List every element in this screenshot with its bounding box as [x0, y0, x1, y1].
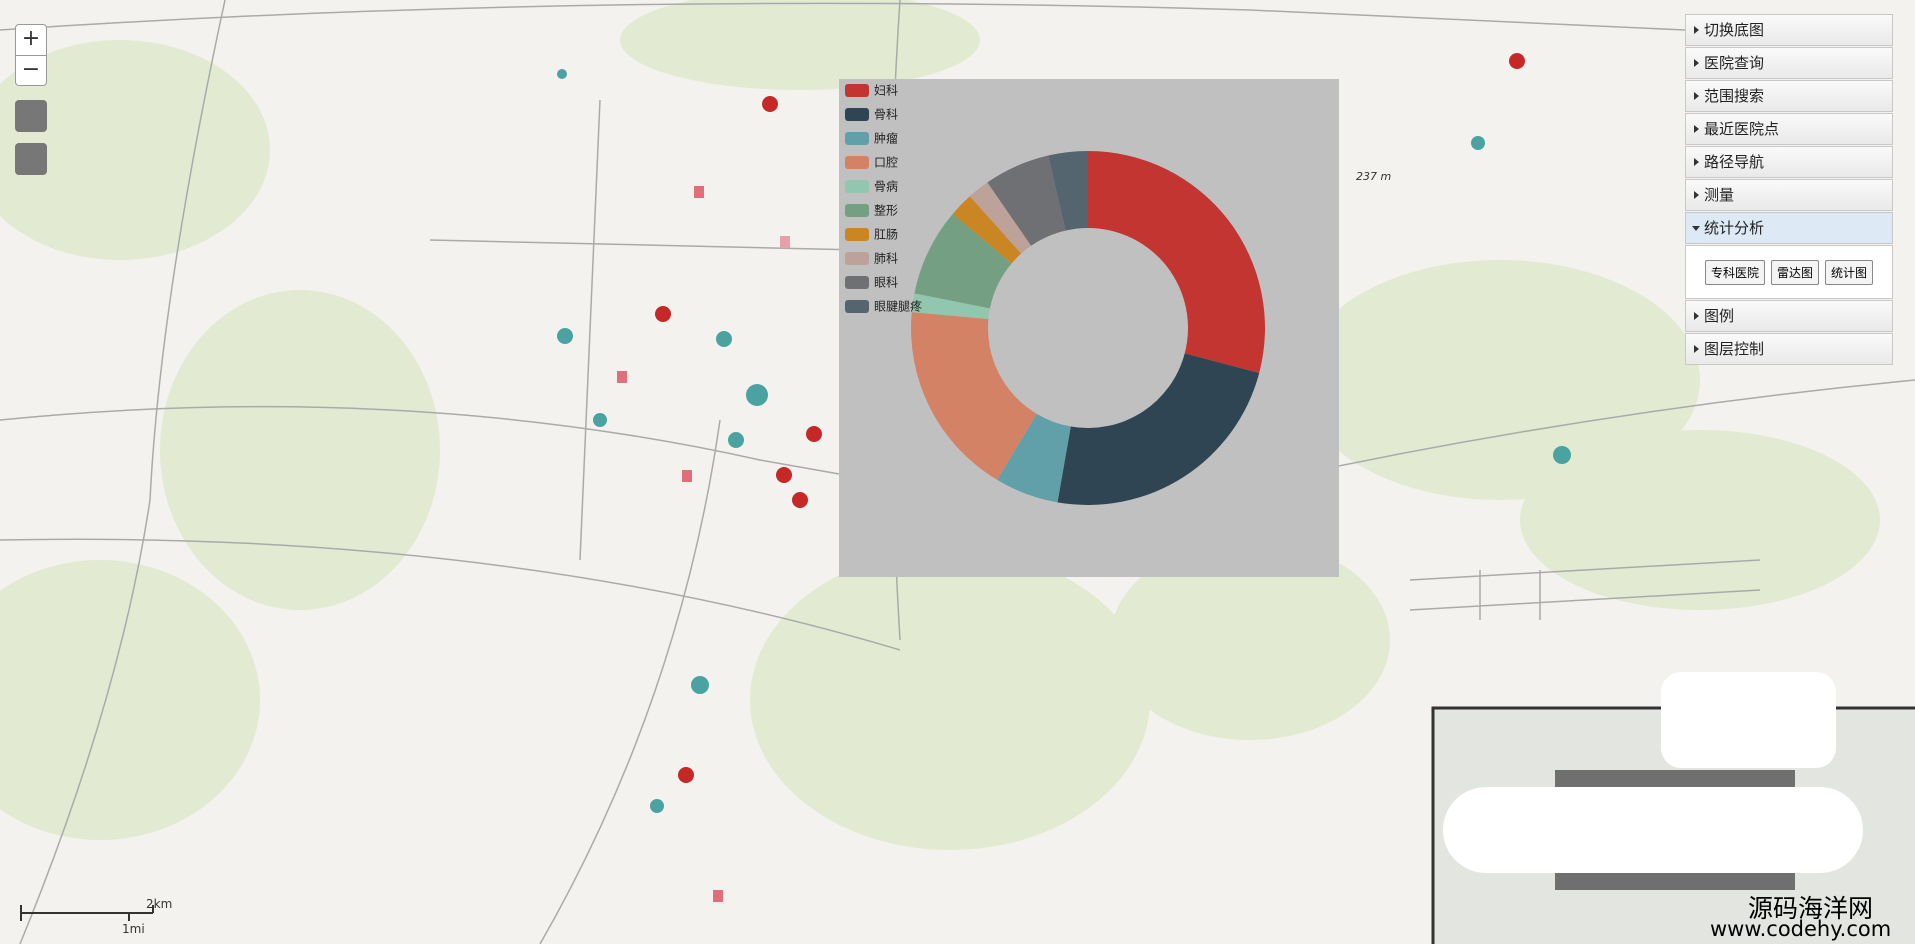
legend-swatch — [845, 276, 869, 289]
menu-item[interactable]: 测量 — [1685, 179, 1893, 211]
legend-swatch — [845, 300, 869, 313]
legend-swatch — [845, 84, 869, 97]
pie-segment — [1057, 353, 1260, 505]
menu-item[interactable]: 切换底图 — [1685, 14, 1893, 46]
pie-segment — [952, 196, 1022, 264]
legend-swatch — [845, 156, 869, 169]
pie-segment — [911, 293, 990, 320]
scale-mi: 1mi — [122, 922, 145, 936]
menu-item[interactable]: 路径导航 — [1685, 146, 1893, 178]
zoom-in[interactable]: + — [16, 25, 46, 56]
chart-button[interactable]: 统计图 — [1825, 259, 1874, 285]
scale-bar — [20, 905, 154, 921]
side-menu: 切换底图 医院查询 范围搜索 最近医院点 路径导航 测量 统计分析 专科医院 雷达图 统计图 图例图… — [1685, 14, 1893, 366]
menu-item[interactable]: 最近医院点 — [1685, 113, 1893, 145]
menu-item[interactable]: 图例 — [1685, 300, 1893, 332]
legend-label: 整形 — [874, 203, 898, 218]
menu-item[interactable]: 范围搜索 — [1685, 80, 1893, 112]
watermark-name: 源码海洋网 — [1748, 894, 1874, 923]
pie-segment — [997, 413, 1071, 503]
zoom-control: + − — [15, 24, 47, 86]
legend-label: 妇科 — [874, 84, 898, 98]
legend-swatch — [845, 108, 869, 121]
minimap — [1431, 672, 1915, 944]
legend-label: 肺科 — [874, 252, 898, 266]
menu-item[interactable]: 医院查询 — [1685, 47, 1893, 79]
legend-swatch — [845, 132, 869, 145]
legend-label: 肛肠 — [874, 228, 898, 242]
pie-segment — [911, 312, 1037, 480]
pie-segment — [914, 213, 1012, 309]
chart-button[interactable]: 雷达图 — [1770, 259, 1819, 285]
legend-label: 眼科 — [874, 276, 898, 290]
home-button[interactable] — [15, 100, 47, 132]
legend-swatch — [845, 204, 869, 217]
legend-swatch — [845, 252, 869, 265]
legend-label: 肿瘤 — [874, 131, 898, 146]
pie-segment — [1048, 151, 1088, 231]
vegetation — [0, 0, 1880, 850]
watermark-url: www.codehy.com — [1710, 917, 1892, 941]
legend-label: 眼腱腿疼 — [874, 299, 922, 314]
legend-swatch — [845, 180, 869, 193]
pie-segment — [1088, 151, 1265, 373]
scale-km: 2km — [146, 897, 173, 911]
hospital-markers — [557, 53, 1571, 902]
elevation-label: 237 m — [1356, 170, 1392, 183]
pie-segment — [987, 155, 1066, 246]
pie-segment — [969, 182, 1032, 254]
legend-label: 口腔 — [874, 155, 898, 170]
menu-item[interactable]: 统计分析 — [1685, 212, 1893, 244]
button-row: 专科医院 雷达图 统计图 — [1685, 245, 1893, 299]
menu-item[interactable]: 图层控制 — [1685, 333, 1893, 365]
zoom-out[interactable]: − — [21, 57, 41, 82]
legend-label: 骨科 — [874, 108, 898, 122]
chart-button[interactable]: 专科医院 — [1704, 259, 1765, 285]
legend-swatch — [845, 228, 869, 241]
legend-label: 骨病 — [874, 179, 898, 194]
locate-button[interactable] — [15, 143, 47, 175]
